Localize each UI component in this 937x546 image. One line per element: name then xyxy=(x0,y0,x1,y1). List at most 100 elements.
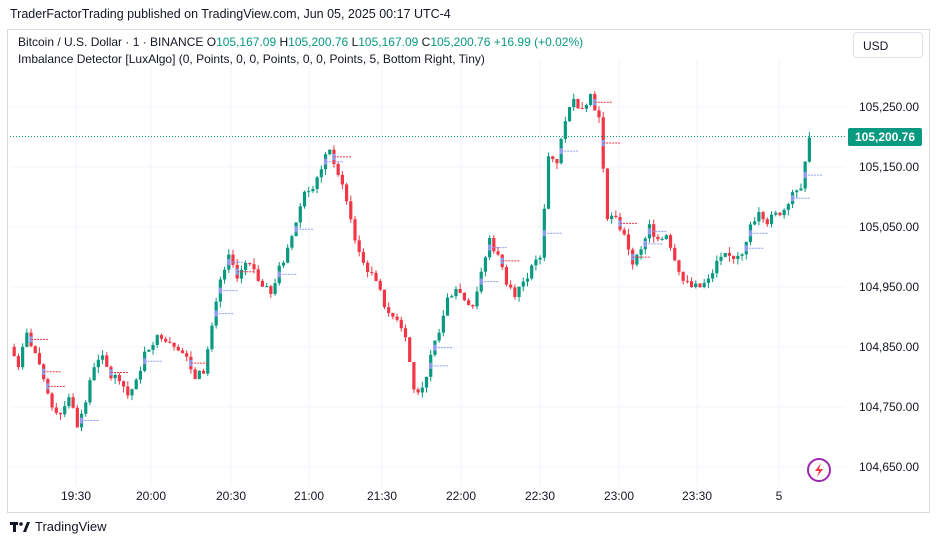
candle xyxy=(761,210,765,223)
candle xyxy=(138,366,143,384)
time-tick-label: 20:00 xyxy=(136,489,166,503)
candle xyxy=(382,289,387,310)
candle xyxy=(387,302,391,317)
candle xyxy=(399,316,403,332)
candle xyxy=(660,236,664,241)
imbalance-box xyxy=(214,310,218,317)
candle xyxy=(462,292,466,302)
candle xyxy=(589,93,593,107)
candle xyxy=(626,228,631,256)
currency-button[interactable]: USD xyxy=(853,32,923,58)
last-price-badge: 105,200.76 xyxy=(848,127,922,146)
footer-brand[interactable]: TradingView xyxy=(10,519,107,534)
candle xyxy=(706,274,711,289)
candle xyxy=(176,344,180,352)
time-tick-label: 22:00 xyxy=(446,489,476,503)
candle xyxy=(206,346,210,376)
candle xyxy=(513,284,517,300)
candle xyxy=(201,368,206,374)
candle xyxy=(151,341,155,355)
candle xyxy=(244,260,248,276)
imbalance-box xyxy=(643,240,647,247)
candle xyxy=(180,347,185,354)
imbalance-box xyxy=(42,368,46,375)
candle xyxy=(412,362,416,394)
candle xyxy=(117,372,121,385)
imbalance-box xyxy=(227,259,231,266)
candle xyxy=(155,334,159,348)
candle xyxy=(298,203,302,228)
chart-legend: Bitcoin / U.S. Dollar · 1 · BINANCE O105… xyxy=(18,34,583,68)
chart-frame xyxy=(7,29,930,513)
candle xyxy=(450,294,454,298)
legend-high: 105,200.76 xyxy=(288,35,349,49)
candle xyxy=(757,207,761,226)
candle xyxy=(395,313,399,322)
candle xyxy=(113,373,117,384)
candle xyxy=(807,132,811,163)
candle xyxy=(54,402,58,416)
candle xyxy=(517,286,521,302)
candle xyxy=(668,233,673,251)
candle xyxy=(534,255,538,271)
candle xyxy=(530,264,534,281)
candle xyxy=(778,212,782,217)
candle xyxy=(71,393,75,409)
candle xyxy=(374,270,378,282)
candle xyxy=(130,388,134,401)
candle xyxy=(610,212,614,224)
time-tick-label: 5 xyxy=(776,489,783,503)
candle xyxy=(538,255,542,265)
candle xyxy=(92,362,96,381)
candle xyxy=(727,247,732,262)
candle xyxy=(673,243,677,262)
legend-row-indicator: Imbalance Detector [LuxAlgo] (0, Points,… xyxy=(18,52,485,66)
candle xyxy=(639,245,643,260)
candle xyxy=(681,271,685,285)
legend-row-symbol: Bitcoin / U.S. Dollar · 1 · BINANCE O105… xyxy=(18,35,584,49)
candle xyxy=(555,158,559,170)
candle xyxy=(121,380,126,393)
legend-change: +16.99 (+0.02%) xyxy=(493,35,584,49)
candle xyxy=(63,400,67,418)
candle xyxy=(424,376,429,393)
time-tick-label: 21:00 xyxy=(294,489,324,503)
candle xyxy=(147,349,151,353)
candle xyxy=(248,262,252,267)
candle xyxy=(96,354,100,374)
candle xyxy=(126,381,130,399)
candle xyxy=(782,208,786,219)
candle xyxy=(67,393,71,409)
legend-open: 105,167.09 xyxy=(216,35,277,49)
candle xyxy=(37,347,42,366)
candle xyxy=(597,106,601,123)
price-tick-label: 104,650.00 xyxy=(859,460,919,474)
candle xyxy=(58,412,63,420)
candle xyxy=(273,278,277,296)
candle xyxy=(328,149,332,156)
price-tick-label: 104,850.00 xyxy=(859,340,919,354)
candle xyxy=(340,171,344,190)
candle xyxy=(269,285,273,298)
candle xyxy=(799,183,803,191)
price-tick-label: 104,950.00 xyxy=(859,280,919,294)
candle-series xyxy=(12,91,811,432)
price-tick-label: 105,150.00 xyxy=(859,160,919,174)
candle xyxy=(366,260,370,278)
candle xyxy=(509,280,513,290)
time-tick-label: 20:30 xyxy=(216,489,246,503)
candle xyxy=(193,367,197,380)
price-tick-label: 104,750.00 xyxy=(859,400,919,414)
candle xyxy=(256,265,260,282)
candle xyxy=(441,309,445,337)
candle xyxy=(702,278,706,289)
candle xyxy=(689,277,694,288)
candle xyxy=(572,93,576,112)
candle xyxy=(475,286,479,310)
candle xyxy=(311,185,315,193)
candle xyxy=(210,322,214,352)
legend-symbol: Bitcoin / U.S. Dollar · 1 · BINANCE xyxy=(18,35,204,49)
candle xyxy=(252,258,256,274)
time-tick-label: 19:30 xyxy=(61,489,91,503)
